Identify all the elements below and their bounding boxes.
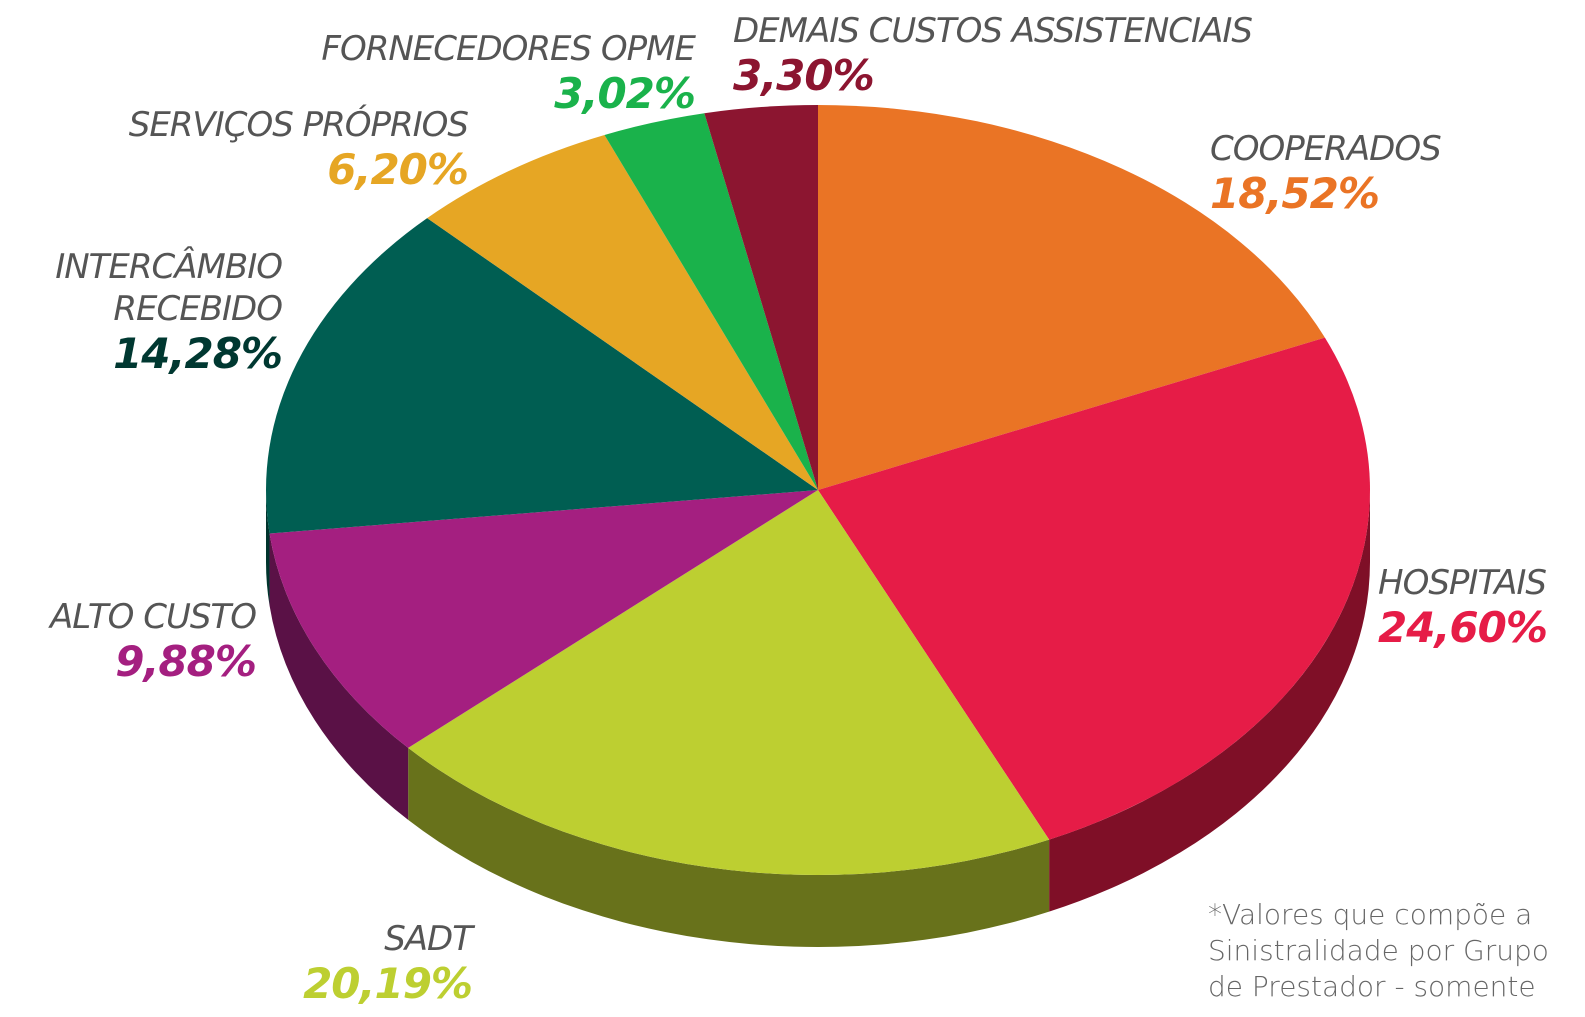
slice-label: HOSPITAIS 24,60% bbox=[1378, 562, 1548, 652]
value-label: 20,19% bbox=[303, 959, 473, 1008]
value-label: 3,30% bbox=[733, 51, 875, 100]
slice-label: ALTO CUSTO 9,88% bbox=[0, 596, 257, 686]
category-label: ALTO CUSTO bbox=[50, 597, 257, 637]
category-label: INTERCÂMBIO RECEBIDO bbox=[55, 247, 283, 329]
value-label: 14,28% bbox=[113, 329, 283, 378]
pie-side bbox=[408, 747, 1050, 948]
pie-slice bbox=[818, 105, 1325, 490]
value-label: 18,52% bbox=[1210, 169, 1380, 218]
slice-label: SADT 20,19% bbox=[250, 918, 473, 1008]
pie-slice bbox=[818, 337, 1370, 840]
slice-label: SERVIÇOS PRÓPRIOS 6,20% bbox=[60, 104, 469, 194]
pie-slice bbox=[269, 490, 818, 748]
pie-slice bbox=[604, 113, 818, 491]
category-label: SERVIÇOS PRÓPRIOS bbox=[128, 105, 469, 145]
value-label: 3,02% bbox=[554, 69, 696, 118]
pie-slice bbox=[427, 134, 818, 490]
pie-slice bbox=[266, 218, 818, 534]
category-label: DEMAIS CUSTOS ASSISTENCIAIS bbox=[733, 11, 1253, 51]
pie-slice bbox=[704, 105, 818, 490]
value-label: 6,20% bbox=[327, 145, 469, 194]
slice-label: INTERCÂMBIO RECEBIDO 14,28% bbox=[20, 246, 283, 378]
slice-label: DEMAIS CUSTOS ASSISTENCIAIS 3,30% bbox=[733, 10, 1253, 100]
category-label: HOSPITAIS bbox=[1378, 563, 1547, 603]
pie-slice bbox=[408, 490, 1050, 875]
category-label: COOPERADOS bbox=[1210, 129, 1442, 169]
value-label: 24,60% bbox=[1378, 603, 1548, 652]
pie-side bbox=[269, 533, 409, 820]
note: *Valores que compõe a Sinistralidade por… bbox=[1208, 898, 1549, 1003]
pie-side bbox=[266, 490, 270, 606]
category-label: FORNECEDORES OPME bbox=[321, 29, 696, 69]
pie-side bbox=[1049, 490, 1370, 912]
category-label: SADT bbox=[384, 919, 473, 959]
slice-label: FORNECEDORES OPME 3,02% bbox=[240, 28, 696, 118]
value-label: 9,88% bbox=[115, 637, 257, 686]
slice-label: COOPERADOS 18,52% bbox=[1210, 128, 1442, 218]
